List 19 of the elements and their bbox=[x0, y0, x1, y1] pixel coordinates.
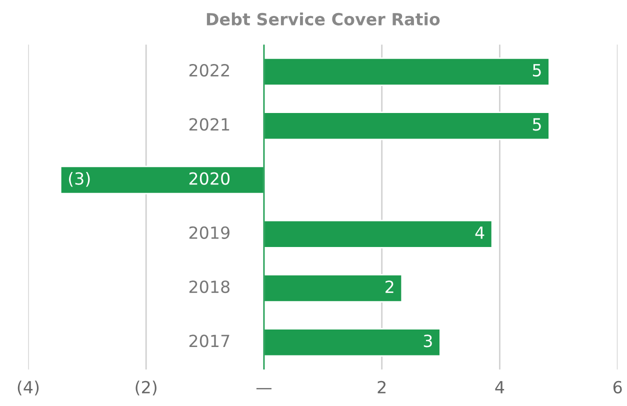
data-label: (3) bbox=[69, 172, 90, 187]
x-tick-label: (4) bbox=[18, 380, 39, 396]
x-tick-label: (2) bbox=[136, 380, 156, 396]
x-tick-label: — bbox=[256, 388, 272, 390]
y-tick-label: 2019 bbox=[189, 226, 230, 239]
chart-title: Debt Service Cover Ratio bbox=[206, 12, 440, 26]
y-tick-label: 2022 bbox=[189, 64, 229, 77]
y-tick-label: 2017 bbox=[189, 334, 230, 348]
y-tick-label: 2018 bbox=[189, 280, 230, 294]
data-label: 4 bbox=[475, 226, 484, 239]
data-label: 5 bbox=[532, 64, 541, 77]
x-tick-label: 2 bbox=[378, 380, 386, 394]
x-tick-label: 6 bbox=[613, 380, 622, 394]
y-tick-label: 2020 bbox=[189, 172, 230, 185]
data-label: 5 bbox=[532, 118, 541, 131]
y-tick-label: 2021 bbox=[189, 118, 230, 131]
data-label: 2 bbox=[386, 280, 394, 293]
x-tick-label: 4 bbox=[495, 381, 504, 394]
data-label: 3 bbox=[424, 334, 432, 348]
